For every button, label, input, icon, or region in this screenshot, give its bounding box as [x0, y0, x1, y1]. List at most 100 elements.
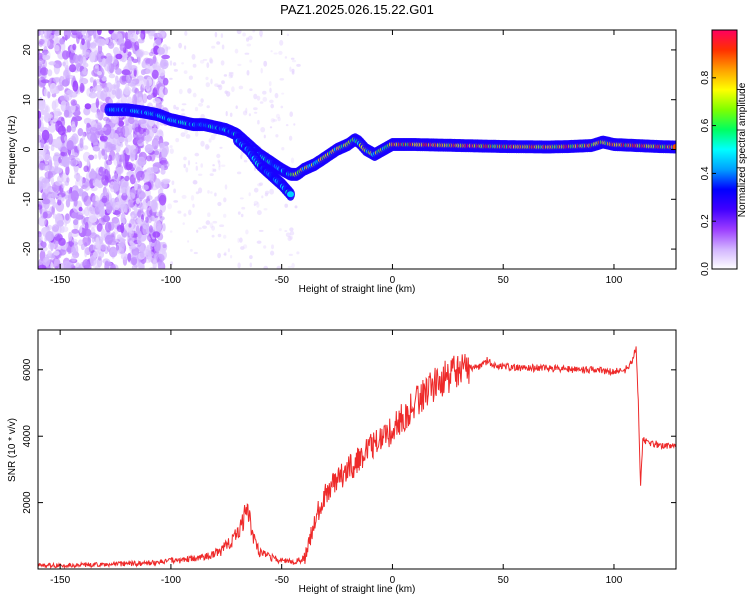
noise-blob: [42, 198, 51, 205]
noise-blob: [47, 250, 51, 256]
noise-blob: [175, 138, 180, 143]
noise-blob: [218, 164, 221, 168]
noise-blob: [217, 201, 222, 207]
y-tick-label: 0: [22, 146, 33, 152]
noise-blob: [234, 48, 239, 54]
noise-blob: [54, 98, 59, 108]
noise-blob: [200, 163, 203, 168]
noise-blob: [209, 59, 214, 64]
noise-blob: [187, 88, 192, 94]
noise-blob: [58, 156, 62, 164]
noise-blob: [89, 77, 94, 83]
noise-blob: [184, 129, 188, 135]
noise-blob: [97, 217, 106, 226]
noise-blob: [263, 208, 268, 211]
noise-blob: [50, 262, 54, 269]
noise-blob: [139, 251, 145, 258]
colorbar-tick-label: 0.8: [700, 70, 711, 84]
noise-blob: [114, 88, 123, 99]
noise-blob: [143, 174, 150, 180]
noise-blob: [61, 183, 65, 189]
noise-blob: [135, 170, 145, 181]
noise-blob: [278, 228, 282, 232]
noise-blob: [84, 221, 89, 231]
noise-blob: [70, 264, 75, 269]
noise-blob: [72, 43, 77, 51]
noise-blob: [38, 118, 42, 129]
noise-blob: [288, 253, 293, 256]
noise-blob: [66, 125, 72, 133]
noise-blob: [116, 167, 124, 175]
noise-blob: [109, 150, 116, 161]
noise-blob: [157, 47, 166, 55]
noise-blob: [195, 165, 198, 171]
noise-blob: [181, 108, 185, 112]
noise-blob: [230, 75, 233, 78]
noise-blob: [82, 49, 91, 55]
noise-blob: [293, 123, 296, 126]
noise-blob: [288, 135, 293, 141]
noise-blob: [91, 195, 100, 207]
y-tick-label: 4000: [22, 425, 33, 448]
noise-blob: [190, 195, 195, 201]
noise-blob: [220, 33, 224, 38]
noise-blob: [137, 119, 147, 125]
noise-blob: [144, 144, 154, 154]
noise-blob: [84, 242, 88, 248]
noise-blob: [249, 255, 253, 260]
noise-blob: [65, 213, 70, 221]
noise-blob: [184, 45, 187, 50]
y-tick-label: -10: [22, 192, 33, 207]
snr-x-ticks: -150 -100 -50 0 50 100: [50, 330, 623, 586]
noise-blob: [219, 146, 223, 149]
x-tick-label: -100: [161, 575, 181, 586]
noise-blob: [57, 125, 66, 136]
noise-blob: [95, 98, 100, 109]
noise-blob: [90, 168, 95, 177]
noise-blob: [284, 203, 289, 208]
noise-blob: [211, 225, 216, 231]
noise-blob: [207, 190, 210, 194]
noise-blob: [56, 220, 64, 227]
noise-blob: [130, 144, 139, 155]
noise-blob: [38, 180, 43, 192]
noise-blob: [57, 199, 62, 206]
noise-blob: [61, 156, 71, 168]
spectrogram-ylabel: Frequency (Hz): [7, 116, 18, 185]
spectrogram-xlabel: Height of straight line (km): [299, 284, 416, 295]
noise-blob: [127, 252, 132, 262]
chart-title: PAZ1.2025.026.15.22.G01: [280, 2, 434, 17]
noise-blob: [253, 93, 258, 100]
noise-blob: [169, 145, 173, 149]
snr-frame: [37, 329, 677, 570]
noise-blob: [68, 154, 75, 161]
noise-blob: [121, 192, 128, 201]
spectrogram-x-ticks: -150 -100 -50 0 50 100: [50, 30, 623, 286]
noise-blob: [158, 86, 166, 99]
noise-blob: [111, 32, 120, 40]
noise-blob: [242, 32, 246, 37]
noise-blob: [134, 41, 140, 52]
noise-blob: [146, 79, 150, 90]
noise-blob: [296, 63, 301, 67]
noise-blob: [104, 221, 112, 233]
noise-blob: [72, 247, 77, 255]
noise-blob: [86, 40, 90, 49]
noise-blob: [137, 156, 146, 167]
noise-blob: [103, 86, 110, 93]
noise-blob: [156, 36, 162, 46]
noise-blob: [121, 186, 128, 196]
noise-blob: [127, 51, 132, 57]
noise-blob: [44, 145, 50, 150]
noise-blob: [159, 59, 169, 70]
noise-blob: [66, 262, 74, 268]
noise-blob: [195, 131, 199, 137]
noise-blob: [294, 205, 298, 209]
noise-blob: [54, 180, 63, 186]
noise-blob: [269, 126, 273, 129]
noise-blob: [113, 181, 119, 192]
noise-blob: [81, 215, 86, 226]
noise-blob: [158, 68, 166, 77]
noise-blob: [220, 60, 225, 66]
noise-blob: [211, 45, 216, 49]
